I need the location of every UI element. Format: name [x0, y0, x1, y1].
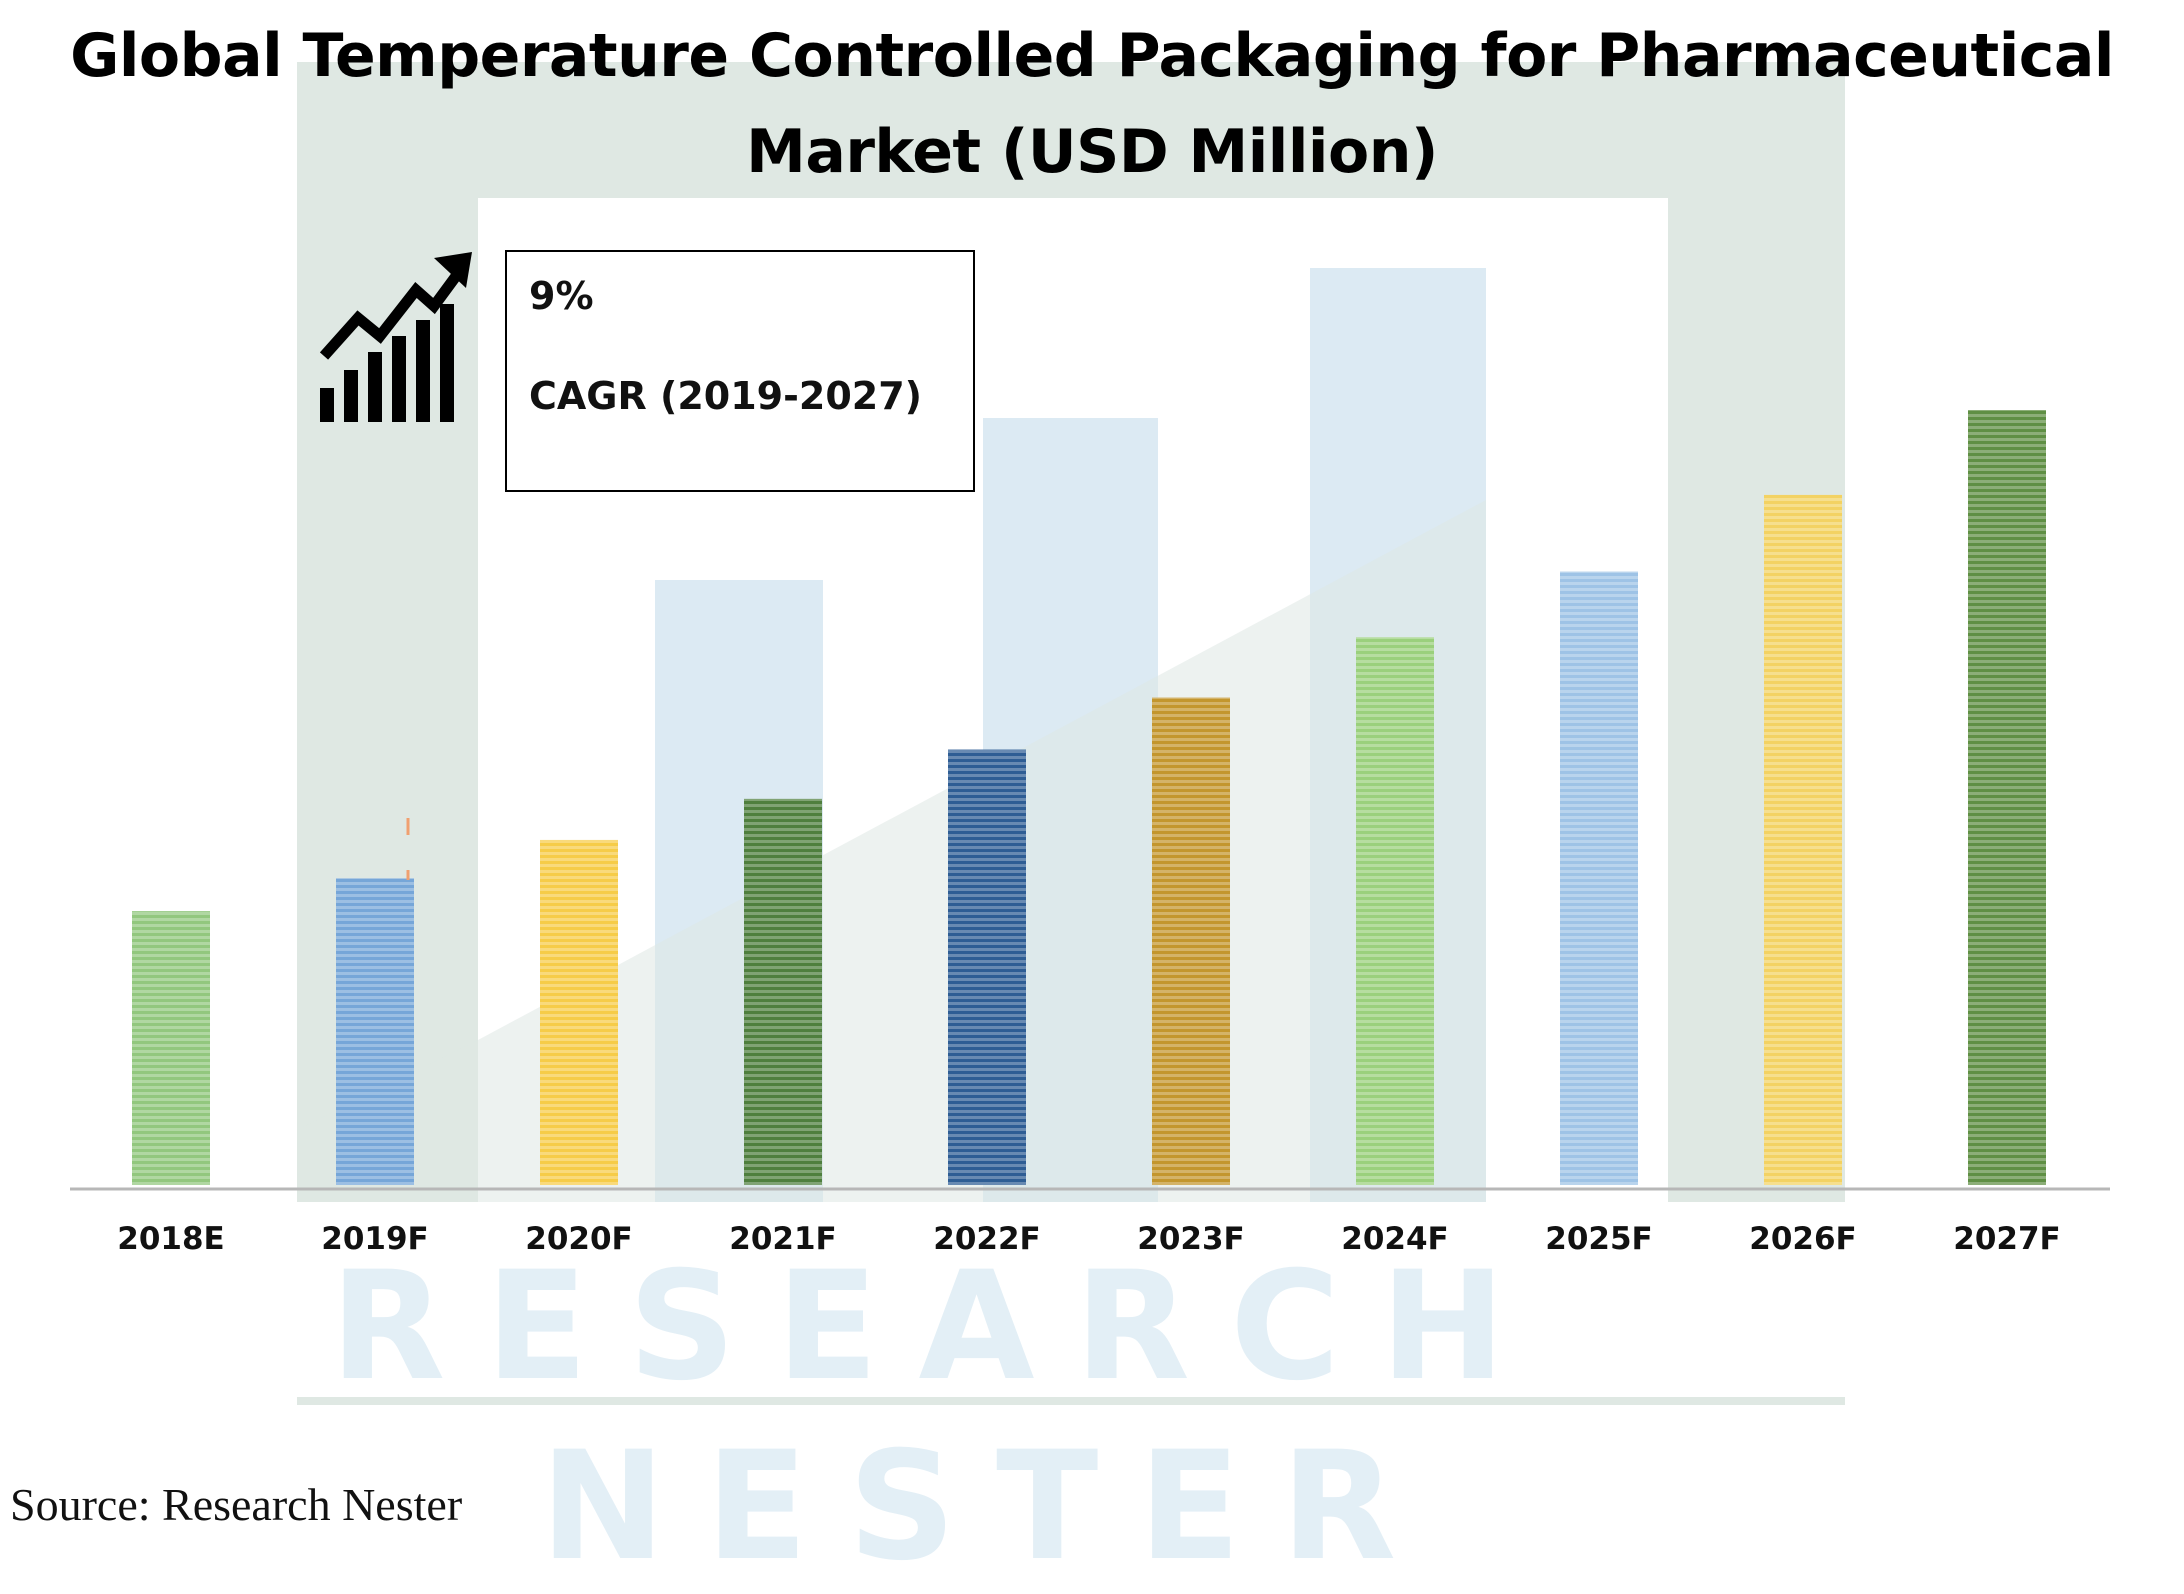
bar-texture	[132, 911, 210, 1185]
bar-texture	[336, 878, 414, 1185]
bar-texture	[744, 798, 822, 1185]
bar-texture	[540, 839, 618, 1185]
cagr-label: CAGR (2019-2027)	[529, 374, 923, 418]
cagr-value: 9%	[529, 274, 594, 318]
x-tick-labels: 2018E 2019F 2020F 2021F 2022F 2023F 2024F 2025F…	[117, 1221, 2060, 1257]
x-tick-label: 2021F	[729, 1221, 836, 1257]
watermark-divider	[297, 1397, 1845, 1405]
x-tick-label: 2022F	[933, 1221, 1040, 1257]
bar-texture	[1356, 637, 1434, 1185]
bar-texture	[1560, 571, 1638, 1185]
chart-title: Global Temperature Controlled Packaging …	[70, 21, 2114, 187]
bar-texture	[948, 749, 1026, 1185]
x-tick-label: 2020F	[525, 1221, 632, 1257]
x-tick-label: 2018E	[117, 1221, 224, 1257]
chart-canvas: RESEARCH NESTER 2018E 2019F 2020F 2021F 2022…	[10, 21, 2114, 1594]
x-tick-label: 2026F	[1749, 1221, 1856, 1257]
watermark-text-research: RESEARCH	[330, 1240, 1546, 1414]
source-note: Source: Research Nester	[10, 1479, 463, 1530]
cagr-callout: 9% CAGR (2019-2027)	[505, 250, 975, 492]
bars-group	[132, 410, 2046, 1185]
x-tick-label: 2019F	[321, 1221, 428, 1257]
growth-chart-arrow-icon	[319, 252, 472, 422]
bar-chart: 2018E 2019F 2020F 2021F 2022F 2023F 2024F 2025F…	[70, 410, 2110, 1257]
x-tick-label: 2024F	[1341, 1221, 1448, 1257]
bar-texture	[1968, 410, 2046, 1185]
bar-texture	[1764, 494, 1842, 1185]
x-tick-label: 2025F	[1545, 1221, 1652, 1257]
x-tick-label: 2023F	[1137, 1221, 1244, 1257]
bar-texture	[1152, 697, 1230, 1185]
x-tick-label: 2027F	[1953, 1221, 2060, 1257]
